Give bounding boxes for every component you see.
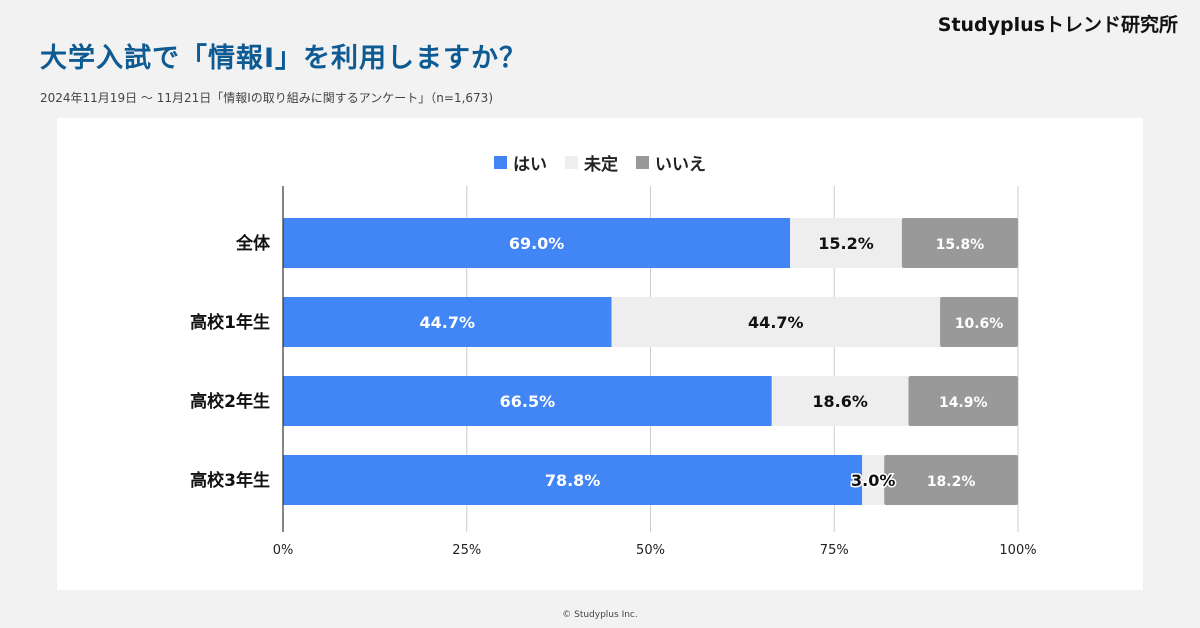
bar-segment bbox=[283, 455, 863, 505]
subtitle: 2024年11月19日 〜 11月21日「情報Ⅰの取り組みに関するアンケート」（… bbox=[40, 91, 494, 105]
bar-segment bbox=[611, 297, 941, 347]
copyright: © Studyplus Inc. bbox=[562, 610, 638, 620]
data-label: 44.7% bbox=[748, 313, 804, 332]
legend-swatch bbox=[565, 156, 578, 169]
legend: はい 未定 いいえ bbox=[0, 150, 1200, 175]
legend-label: いいえ bbox=[655, 155, 706, 175]
bar-segment bbox=[283, 218, 791, 268]
data-label: 18.2% bbox=[927, 474, 976, 490]
legend-item-yes: はい bbox=[494, 150, 547, 175]
legend-item-undecided: 未定 bbox=[565, 150, 618, 175]
data-label: 69.0% bbox=[509, 234, 565, 253]
category-label: 高校2年生 bbox=[190, 391, 270, 412]
legend-swatch bbox=[494, 156, 507, 169]
data-label: 3.0% bbox=[851, 471, 895, 490]
legend-label: はい bbox=[513, 155, 547, 175]
data-label: 15.8% bbox=[936, 237, 985, 253]
bar-segment bbox=[884, 455, 1018, 505]
x-tick-label: 25% bbox=[452, 543, 481, 558]
data-label: 10.6% bbox=[955, 316, 1004, 332]
bar-segment bbox=[940, 297, 1018, 347]
data-label: 66.5% bbox=[500, 392, 556, 411]
x-tick-label: 50% bbox=[636, 543, 665, 558]
legend-label: 未定 bbox=[584, 155, 618, 175]
bar-segment bbox=[771, 376, 909, 426]
bar-segment bbox=[790, 218, 902, 268]
legend-swatch bbox=[636, 156, 649, 169]
data-label: 15.2% bbox=[818, 234, 874, 253]
category-label: 全体 bbox=[235, 233, 271, 254]
data-label: 78.8% bbox=[545, 471, 601, 490]
legend-item-no: いいえ bbox=[636, 150, 706, 175]
data-label: 44.7% bbox=[420, 313, 476, 332]
x-tick-label: 0% bbox=[273, 543, 294, 558]
bar-segment bbox=[908, 376, 1018, 426]
data-label: 18.6% bbox=[812, 392, 868, 411]
x-tick-label: 75% bbox=[820, 543, 849, 558]
category-label: 高校1年生 bbox=[190, 312, 270, 333]
bar-segment bbox=[283, 376, 772, 426]
data-label: 14.9% bbox=[939, 395, 988, 411]
bar-segment bbox=[862, 455, 885, 505]
page-title: 大学入試で「情報Ⅰ」を利用しますか？ bbox=[40, 43, 528, 74]
bar-segment bbox=[901, 218, 1018, 268]
bar-segment bbox=[283, 297, 612, 347]
x-tick-label: 100% bbox=[999, 543, 1036, 558]
chart-panel bbox=[57, 118, 1143, 590]
brand-logo: Studyplusトレンド研究所 bbox=[937, 14, 1178, 36]
category-label: 高校3年生 bbox=[190, 470, 270, 491]
